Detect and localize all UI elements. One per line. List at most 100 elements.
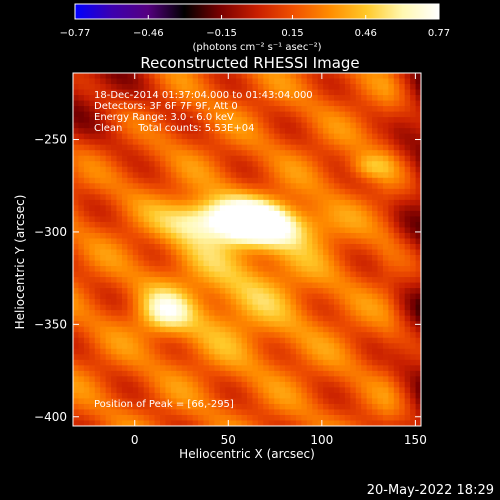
heatmap-cell (306, 238, 313, 245)
heatmap-cell (236, 161, 243, 168)
heatmap-cell (170, 111, 177, 118)
heatmap-cell (160, 243, 167, 251)
heatmap-cell (317, 172, 324, 179)
heatmap-cell (382, 304, 389, 311)
heatmap-cell (83, 95, 90, 102)
heatmap-cell (100, 387, 107, 394)
heatmap-cell (181, 166, 188, 173)
heatmap-cell (295, 304, 302, 311)
heatmap-cell (274, 238, 281, 245)
heatmap-cell (94, 260, 101, 267)
heatmap-cell (399, 260, 406, 267)
heatmap-cell (285, 277, 292, 284)
heatmap-cell (143, 304, 150, 311)
heatmap-cell (247, 343, 254, 350)
heatmap-cell (393, 172, 400, 179)
heatmap-cell (160, 266, 167, 273)
heatmap-cell (214, 111, 221, 118)
heatmap-cell (285, 354, 292, 361)
heatmap-cell (361, 392, 368, 400)
heatmap-cell (192, 409, 199, 416)
heatmap-cell (263, 271, 270, 278)
heatmap-cell (301, 299, 308, 306)
heatmap-cell (89, 133, 96, 140)
heatmap-cell (361, 243, 368, 251)
heatmap-cell (339, 117, 346, 124)
heatmap-cell (236, 315, 243, 322)
heatmap-cell (361, 128, 368, 135)
heatmap-cell (116, 221, 123, 229)
heatmap-cell (312, 205, 319, 212)
heatmap-cell (334, 238, 341, 245)
heatmap-cell (225, 84, 232, 91)
heatmap-cell (350, 299, 357, 306)
heatmap-cell (219, 210, 226, 218)
heatmap-cell (165, 414, 172, 422)
heatmap-cell (170, 398, 177, 405)
heatmap-cell (323, 117, 330, 124)
heatmap-cell (187, 403, 194, 411)
heatmap-cell (73, 227, 80, 234)
heatmap-cell (366, 414, 373, 422)
heatmap-cell (393, 216, 400, 223)
heatmap-cell (344, 321, 351, 328)
heatmap-cell (181, 205, 188, 212)
heatmap-cell (399, 288, 406, 295)
heatmap-cell (404, 266, 411, 273)
heatmap-cell (225, 155, 232, 162)
heatmap-cell (415, 403, 421, 411)
heatmap-cell (247, 381, 254, 388)
heatmap-cell (89, 293, 96, 300)
heatmap-cell (165, 128, 172, 135)
heatmap-cell (247, 100, 254, 107)
heatmap-cell (268, 84, 275, 91)
heatmap-cell (339, 381, 346, 388)
heatmap-cell (214, 299, 221, 306)
heatmap-cell (382, 194, 389, 201)
heatmap-cell (301, 288, 308, 295)
heatmap-cell (203, 365, 210, 372)
heatmap-cell (170, 221, 177, 229)
heatmap-cell (285, 205, 292, 212)
heatmap-cell (187, 194, 194, 201)
heatmap-cell (143, 299, 150, 306)
heatmap-cell (372, 343, 379, 350)
heatmap-cell (214, 359, 221, 366)
heatmap-cell (111, 365, 118, 372)
heatmap-cell (165, 166, 172, 173)
heatmap-cell (176, 106, 183, 113)
heatmap-cell (160, 177, 167, 184)
heatmap-cell (410, 343, 417, 350)
heatmap-cell (83, 128, 90, 135)
heatmap-cell (268, 359, 275, 366)
heatmap-cell (225, 392, 232, 400)
heatmap-cell (143, 78, 150, 85)
heatmap-cell (404, 89, 411, 96)
heatmap-cell (312, 398, 319, 405)
heatmap-cell (393, 310, 400, 317)
heatmap-cell (339, 221, 346, 229)
heatmap-cell (208, 188, 215, 195)
heatmap-cell (214, 354, 221, 361)
heatmap-cell (94, 100, 101, 107)
heatmap-cell (165, 144, 172, 151)
heatmap-cell (219, 117, 226, 124)
heatmap-cell (268, 161, 275, 168)
heatmap-cell (382, 122, 389, 129)
heatmap-cell (73, 293, 80, 300)
heatmap-cell (366, 194, 373, 201)
heatmap-cell (268, 282, 275, 289)
heatmap-cell (285, 177, 292, 184)
heatmap-cell (89, 238, 96, 245)
heatmap-cell (170, 266, 177, 273)
heatmap-cell (355, 84, 362, 91)
heatmap-cell (388, 100, 395, 107)
heatmap-cell (241, 133, 248, 140)
heatmap-cell (312, 288, 319, 295)
heatmap-cell (285, 117, 292, 124)
heatmap-cell (334, 332, 341, 339)
heatmap-cell (328, 409, 335, 416)
heatmap-cell (214, 150, 221, 157)
heatmap-cell (350, 420, 357, 426)
heatmap-cell (203, 95, 210, 102)
